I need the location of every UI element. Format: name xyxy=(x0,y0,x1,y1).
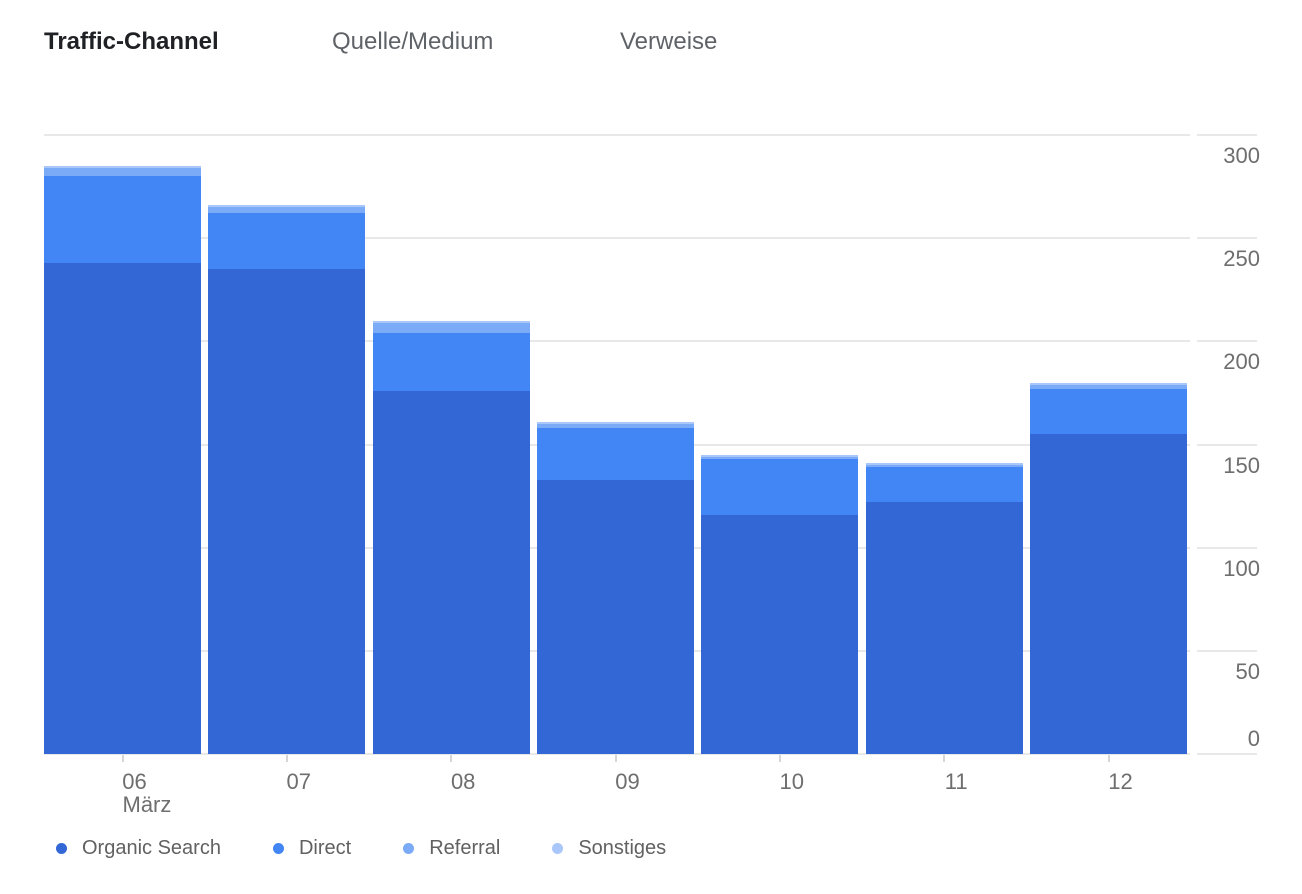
legend-dot-icon xyxy=(56,843,67,854)
y-axis-label-0: 0 xyxy=(1247,726,1260,751)
bar-segment-organic-search-06[interactable] xyxy=(44,262,201,754)
bar-segment-organic-search-10[interactable] xyxy=(701,514,859,754)
gridline-200 xyxy=(44,340,1190,343)
bar-segment-referral-06[interactable] xyxy=(44,168,201,177)
bar-segment-referral-09[interactable] xyxy=(537,423,694,428)
x-axis-tick-11 xyxy=(943,755,946,762)
x-axis-tick-10 xyxy=(778,755,781,762)
y-axis-label-300: 300 xyxy=(1223,143,1260,168)
y-axis-tick-50 xyxy=(1197,649,1257,652)
bar-segment-referral-08[interactable] xyxy=(372,322,530,334)
x-axis-label-08: 08 xyxy=(450,769,476,794)
chart-legend: Organic Search Direct Referral Sonstiges xyxy=(56,837,666,860)
legend-label: Sonstiges xyxy=(578,837,667,859)
y-axis-tick-100 xyxy=(1197,546,1257,549)
legend-item-organic-search[interactable]: Organic Search xyxy=(56,837,221,860)
gridline-300 xyxy=(44,134,1190,136)
x-axis-label-10: 10 xyxy=(779,769,805,794)
y-axis-label-50: 50 xyxy=(1235,658,1260,684)
legend-dot-icon xyxy=(403,843,415,854)
legend-label: Direct xyxy=(298,837,352,859)
y-axis-tick-150 xyxy=(1197,443,1257,446)
bar-segment-sonstiges-10[interactable] xyxy=(701,454,859,457)
bar-segment-direct-10[interactable] xyxy=(701,458,859,515)
bar-segment-referral-11[interactable] xyxy=(865,465,1023,468)
y-axis-label-150: 150 xyxy=(1223,452,1260,478)
legend-item-sonstiges[interactable]: Sonstiges xyxy=(552,837,666,860)
legend-label: Organic Search xyxy=(82,837,221,859)
bar-segment-sonstiges-09[interactable] xyxy=(537,421,694,424)
x-axis-tick-09 xyxy=(614,755,617,762)
bar-segment-referral-12[interactable] xyxy=(1030,384,1187,389)
bar-segment-organic-search-09[interactable] xyxy=(537,479,694,754)
x-axis-tick-08 xyxy=(450,755,453,762)
bar-segment-direct-06[interactable] xyxy=(44,176,201,263)
bar-segment-sonstiges-08[interactable] xyxy=(372,320,530,323)
x-axis-month-label: März xyxy=(122,792,172,817)
y-axis-tick-250 xyxy=(1197,237,1257,240)
bar-segment-referral-07[interactable] xyxy=(208,207,366,214)
bar-segment-referral-10[interactable] xyxy=(701,456,859,459)
y-axis-tick-200 xyxy=(1197,340,1257,343)
tab-traffic-channel[interactable]: Traffic-Channel xyxy=(44,28,219,55)
tab-verweise[interactable]: Verweise xyxy=(620,28,718,55)
x-axis-tick-07 xyxy=(285,755,288,762)
tab-quelle-medium[interactable]: Quelle/Medium xyxy=(332,28,494,55)
bar-segment-direct-08[interactable] xyxy=(372,333,530,391)
x-axis-tick-06 xyxy=(121,755,124,762)
y-axis-label-100: 100 xyxy=(1223,555,1260,581)
y-axis-label-200: 200 xyxy=(1223,349,1260,375)
x-axis-label-11: 11 xyxy=(944,769,968,794)
y-axis-tick-300 xyxy=(1197,134,1257,136)
gridline-0 xyxy=(44,753,1190,755)
x-axis-label-09: 09 xyxy=(615,769,640,794)
bar-segment-organic-search-07[interactable] xyxy=(208,269,366,754)
x-axis-label-12: 12 xyxy=(1108,769,1133,794)
bar-segment-sonstiges-06[interactable] xyxy=(44,166,201,169)
gridline-250 xyxy=(44,237,1190,240)
bar-segment-organic-search-11[interactable] xyxy=(865,502,1023,754)
bar-segment-direct-07[interactable] xyxy=(208,213,366,270)
legend-item-referral[interactable]: Referral xyxy=(403,837,500,860)
bar-segment-sonstiges-12[interactable] xyxy=(1030,382,1187,385)
bar-segment-sonstiges-11[interactable] xyxy=(865,463,1023,466)
legend-dot-icon xyxy=(272,843,284,854)
bar-segment-direct-12[interactable] xyxy=(1030,388,1187,435)
x-axis-label-06: 06 xyxy=(122,769,147,794)
bar-segment-organic-search-12[interactable] xyxy=(1030,434,1187,754)
bar-segment-direct-11[interactable] xyxy=(865,467,1023,503)
bar-segment-sonstiges-07[interactable] xyxy=(208,205,366,208)
x-axis-tick-12 xyxy=(1107,755,1110,762)
x-axis-label-07: 07 xyxy=(286,769,312,794)
bar-segment-direct-09[interactable] xyxy=(537,428,694,480)
legend-label: Referral xyxy=(429,837,501,859)
bar-segment-organic-search-08[interactable] xyxy=(372,390,530,754)
y-axis-label-250: 250 xyxy=(1223,246,1260,272)
legend-dot-icon xyxy=(552,843,564,854)
y-axis-tick-0 xyxy=(1197,753,1257,755)
legend-item-direct[interactable]: Direct xyxy=(272,837,352,860)
